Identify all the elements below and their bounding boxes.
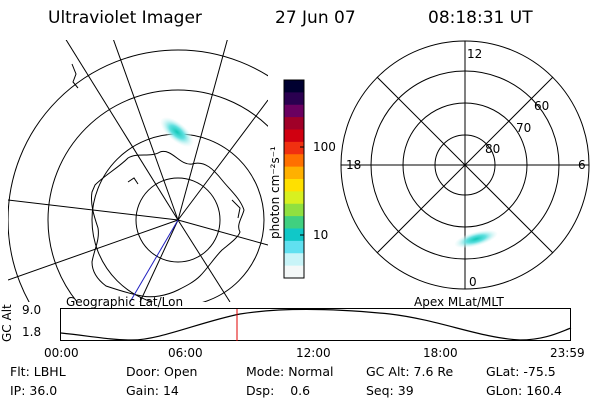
gain-status: Gain: 14 <box>126 383 179 398</box>
colorbar-segment <box>284 265 304 279</box>
glon-status: GLon: 160.4 <box>486 383 562 398</box>
ip-status: IP: 36.0 <box>10 383 58 398</box>
mlat-mlt-grid <box>340 40 590 290</box>
footpoint-line <box>129 219 179 302</box>
colorbar-segment <box>284 216 304 229</box>
colorbar-segment <box>284 228 304 242</box>
colorbar-segment <box>284 141 304 155</box>
altitude-curve <box>60 308 572 341</box>
mlat-label-60: 60 <box>534 99 549 113</box>
mlat-label-80: 80 <box>485 142 500 156</box>
colorbar-segment <box>284 80 304 93</box>
colorbar-segment <box>284 166 304 180</box>
colorbar-tick-100: 100 <box>313 140 336 154</box>
geographic-map <box>8 40 268 302</box>
time-tick-0600: 06:00 <box>168 346 203 360</box>
gc-alt-status: GC Alt: 7.6 Re <box>366 364 454 379</box>
door-status: Door: Open <box>126 364 198 379</box>
gc-alt-axis-label: GC Alt <box>0 304 14 342</box>
time-tick-2359: 23:59 <box>550 346 585 360</box>
aurora-emission-magnetic <box>454 230 498 248</box>
geographic-label: Geographic Lat/Lon <box>66 295 184 309</box>
time-tick-0000: 00:00 <box>44 346 79 360</box>
colorbar-segment <box>284 92 304 106</box>
lat-lon-grid <box>8 40 268 302</box>
colorbar-segment <box>284 154 304 168</box>
apex-label: Apex MLat/MLT <box>414 295 504 309</box>
mlt-label-6: 6 <box>578 158 586 172</box>
colorbar-segment <box>284 240 304 254</box>
image-date: 27 Jun 07 <box>275 8 356 28</box>
alt-tick-1-8: 1.8 <box>22 325 42 339</box>
colorbar-segment <box>284 191 304 205</box>
colorbar-segment <box>284 253 304 267</box>
filter-status: Flt: LBHL <box>10 364 66 379</box>
colorbar-segment <box>284 129 304 143</box>
colorbar-tick-10: 10 <box>313 228 329 242</box>
magnetic-map: 12 0 18 6 60 70 80 <box>340 40 590 290</box>
dsp-status: Dsp: 0.6 <box>246 383 311 398</box>
mlt-label-18: 18 <box>346 158 361 172</box>
colorbar-segment <box>284 117 304 130</box>
altitude-plot <box>60 308 572 341</box>
mode-status: Mode: Normal <box>246 364 334 379</box>
colorbar-gradient <box>284 80 304 279</box>
antarctica-coastline <box>71 63 245 298</box>
glat-status: GLat: -75.5 <box>486 364 556 379</box>
seq-status: Seq: 39 <box>366 383 414 398</box>
colorbar-segment <box>284 203 304 217</box>
colorbar-segment <box>284 104 304 118</box>
alt-tick-9: 9.0 <box>22 303 42 317</box>
mlt-label-12: 12 <box>467 47 482 61</box>
image-time: 08:18:31 UT <box>428 8 533 28</box>
time-tick-1200: 12:00 <box>296 346 331 360</box>
mlat-label-70: 70 <box>516 121 531 135</box>
instrument-title: Ultraviolet Imager <box>48 8 202 28</box>
time-tick-1800: 18:00 <box>423 346 458 360</box>
colorbar-unit-label: photon cm⁻²s⁻¹ <box>268 146 282 239</box>
colorbar-segment <box>284 179 304 192</box>
mlt-label-0: 0 <box>469 275 477 289</box>
aurora-emission-geographic <box>160 117 194 147</box>
colorbar <box>283 79 305 279</box>
